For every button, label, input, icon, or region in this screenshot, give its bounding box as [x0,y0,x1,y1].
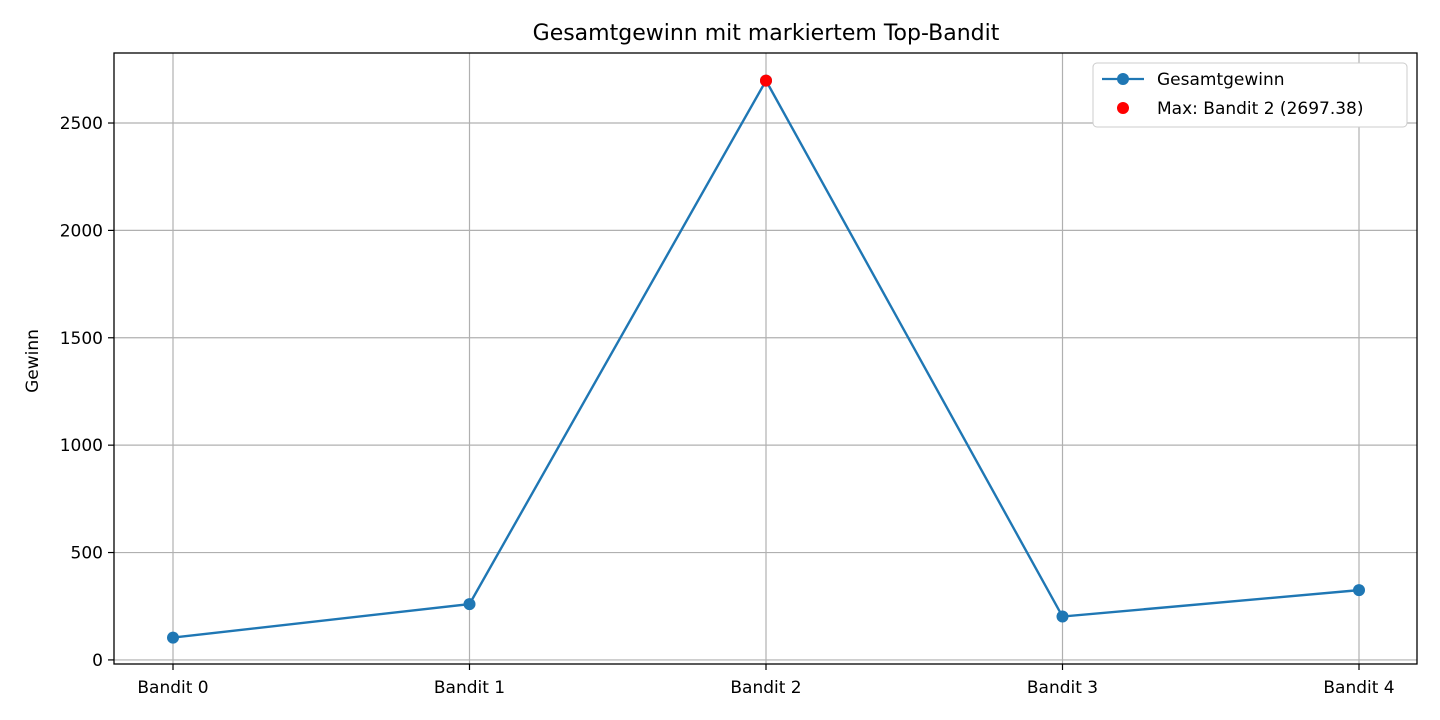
legend-label-max: Max: Bandit 2 (2697.38) [1157,99,1364,119]
y-tick-label: 1500 [60,329,103,349]
data-point [463,598,476,611]
x-tick-label: Bandit 0 [137,678,208,698]
data-point [1056,610,1069,623]
max-point-marker [760,74,772,87]
legend-box [1092,62,1408,128]
plot-frame [113,52,1418,665]
legend-marker-gesamtgewinn [1117,73,1129,85]
grid [114,53,1417,664]
data-point [1353,584,1365,597]
x-tick-label: Bandit 2 [730,678,801,698]
legend-label-gesamtgewinn: Gesamtgewinn [1157,70,1285,90]
y-axis: 0 500 1000 1500 2000 2500 [60,114,114,671]
y-tick-label: 0 [92,651,103,671]
data-point [167,631,179,644]
chart-title: Gesamtgewinn mit markiertem Top-Bandit [533,21,1000,46]
x-tick-label: Bandit 3 [1027,678,1098,698]
x-tick-label: Bandit 1 [434,678,505,698]
plot-area [167,74,1365,644]
legend: Gesamtgewinn Max: Bandit 2 (2697.38) [1092,62,1408,128]
y-tick-label: 2500 [60,114,103,134]
y-tick-label: 1000 [60,436,103,456]
y-tick-label: 2000 [60,221,103,241]
legend-marker-max [1117,102,1129,114]
x-axis: Bandit 0 Bandit 1 Bandit 2 Bandit 3 Bandit 4 [137,664,1395,698]
y-axis-label: Gewinn [23,329,43,393]
x-tick-label: Bandit 4 [1323,678,1394,698]
y-tick-label: 500 [71,544,103,564]
